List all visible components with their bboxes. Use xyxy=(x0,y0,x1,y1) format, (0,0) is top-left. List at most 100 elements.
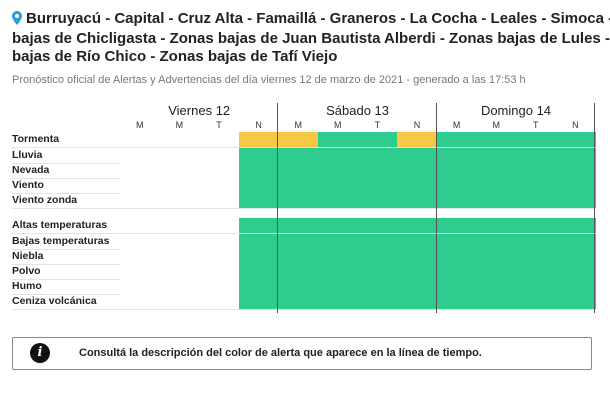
slot-label: T xyxy=(533,120,539,130)
alert-cell xyxy=(555,279,596,294)
alert-cell xyxy=(476,218,517,233)
alert-cell xyxy=(476,148,517,163)
alert-cell xyxy=(516,148,557,163)
alert-cell xyxy=(278,264,319,279)
row-label: Niebla xyxy=(12,250,44,262)
alert-cell xyxy=(555,234,596,249)
alert-cell xyxy=(357,264,398,279)
alert-cell xyxy=(555,148,596,163)
legend-text: Consultá la descripción del color de ale… xyxy=(79,347,482,359)
alert-cell xyxy=(120,218,161,233)
alert-cell xyxy=(357,249,398,264)
alert-cell xyxy=(436,218,477,233)
alert-cell xyxy=(397,193,438,208)
alert-cell xyxy=(199,132,240,147)
alert-cell xyxy=(357,279,398,294)
alert-cell xyxy=(476,279,517,294)
alert-cell xyxy=(238,148,279,163)
row-label: Ceniza volcánica xyxy=(12,295,97,307)
alert-cell xyxy=(120,132,161,147)
alert-cell xyxy=(476,132,517,147)
alert-cell xyxy=(357,193,398,208)
row-label: Polvo xyxy=(12,265,41,277)
alert-cell xyxy=(120,193,161,208)
alert-cell xyxy=(397,264,438,279)
alert-cell xyxy=(318,163,359,178)
row-label: Nevada xyxy=(12,164,50,176)
alert-cell xyxy=(278,294,319,309)
alert-cell xyxy=(436,264,477,279)
alert-cell xyxy=(436,148,477,163)
alert-cell xyxy=(397,234,438,249)
alert-cell xyxy=(318,218,359,233)
alert-cell xyxy=(476,264,517,279)
alert-cell xyxy=(555,163,596,178)
alert-cell xyxy=(238,294,279,309)
alert-cell xyxy=(159,294,200,309)
alert-cell xyxy=(199,249,240,264)
legend-note: i Consultá la descripción del color de a… xyxy=(12,337,592,370)
alert-cell xyxy=(436,193,477,208)
alert-cell xyxy=(159,249,200,264)
alert-cell xyxy=(516,178,557,193)
day-separator xyxy=(277,103,279,313)
row-label: Bajas temperaturas xyxy=(12,235,110,247)
alert-cell xyxy=(278,193,319,208)
alert-cell xyxy=(238,249,279,264)
alert-cell xyxy=(159,148,200,163)
row-label: Viento zonda xyxy=(12,194,78,206)
alert-cell xyxy=(516,193,557,208)
alert-cell xyxy=(516,249,557,264)
alert-cell xyxy=(476,294,517,309)
forecast-subtitle: Pronóstico oficial de Alertas y Adverten… xyxy=(12,74,526,86)
alert-cell xyxy=(357,234,398,249)
alert-cell xyxy=(238,132,279,147)
location-title-line-2: bajas de Chicligasta - Zonas bajas de Ju… xyxy=(12,30,610,47)
row-label: Humo xyxy=(12,280,42,292)
alert-cell xyxy=(476,249,517,264)
alert-cell xyxy=(436,249,477,264)
alert-cell xyxy=(278,132,319,147)
alert-cell xyxy=(397,249,438,264)
alert-cell xyxy=(357,132,398,147)
alert-cell xyxy=(159,234,200,249)
alert-cell xyxy=(516,218,557,233)
alert-cell xyxy=(436,294,477,309)
row-divider xyxy=(12,147,596,148)
alert-cell xyxy=(199,294,240,309)
location-title-line-1: Burruyacú - Capital - Cruz Alta - Famail… xyxy=(12,10,610,30)
alert-cell xyxy=(318,148,359,163)
slot-label: N xyxy=(572,120,579,130)
alert-cell xyxy=(278,148,319,163)
alert-cell xyxy=(516,294,557,309)
alert-cell xyxy=(318,264,359,279)
alert-cell xyxy=(476,178,517,193)
day-separator xyxy=(594,103,596,313)
alert-cell xyxy=(238,264,279,279)
alert-cell xyxy=(199,178,240,193)
alert-cell xyxy=(357,163,398,178)
alert-cell xyxy=(120,264,161,279)
alert-cell xyxy=(278,178,319,193)
alert-cell xyxy=(436,279,477,294)
slot-label: T xyxy=(374,120,381,130)
alert-cell xyxy=(278,218,319,233)
alert-cell xyxy=(159,279,200,294)
alert-cell xyxy=(397,178,438,193)
alert-cell xyxy=(476,163,517,178)
alert-cell xyxy=(318,193,359,208)
map-pin-icon xyxy=(12,11,22,30)
alert-cell xyxy=(120,279,161,294)
row-divider xyxy=(12,309,596,310)
alert-cell xyxy=(318,132,359,147)
slot-label: M xyxy=(492,120,500,130)
row-label: Tormenta xyxy=(12,133,60,145)
alert-cell xyxy=(199,218,240,233)
alert-cell xyxy=(516,234,557,249)
alert-cell xyxy=(159,193,200,208)
alert-cell xyxy=(159,264,200,279)
alert-cell xyxy=(397,279,438,294)
slot-label: M xyxy=(175,120,184,130)
alert-cell xyxy=(199,279,240,294)
alert-cell xyxy=(397,294,438,309)
